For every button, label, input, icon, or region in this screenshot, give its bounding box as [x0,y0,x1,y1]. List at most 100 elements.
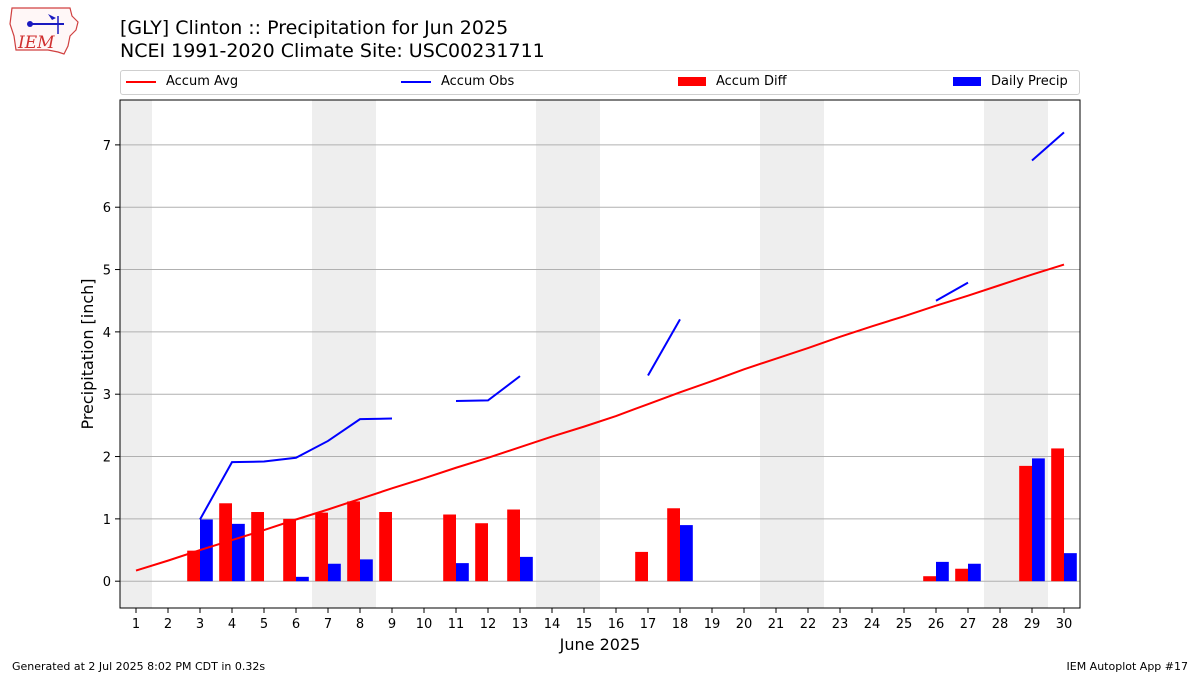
accum-diff-bar [283,518,296,582]
x-tick-label: 27 [960,617,977,632]
accum-diff-bar [923,576,936,582]
weekend-band [568,100,600,608]
accum-obs-line [647,318,681,376]
legend-swatch-accum-avg [126,80,156,83]
weekend-band [984,100,1016,608]
x-tick-label: 3 [196,617,204,632]
y-tick-label: 4 [103,326,111,341]
y-tick-label: 1 [103,513,111,528]
daily-precip-bar [520,556,533,582]
weekend-band [120,100,152,608]
accum-diff-bar [507,509,520,582]
accum-diff-bar [347,501,360,582]
legend-item-daily-precip: Daily Precip [953,74,1068,89]
legend-label-accum-avg: Accum Avg [166,74,239,89]
accum-obs-line [935,281,969,302]
accum-obs-line [1031,131,1065,162]
accum-diff-bar [315,512,328,582]
daily-precip-bar [456,563,469,582]
y-axis-label: Precipitation [inch] [78,278,97,429]
x-tick-label: 16 [608,617,625,632]
x-tick-label: 8 [356,617,364,632]
x-tick-label: 9 [388,617,396,632]
x-tick-label: 10 [416,617,433,632]
x-tick-label: 2 [164,617,172,632]
x-tick-label: 6 [292,617,300,632]
weekend-band [536,100,568,608]
accum-diff-bar [1019,465,1032,582]
accum-avg-line [135,263,1065,572]
chart-title: [GLY] Clinton :: Precipitation for Jun 2… [120,17,509,39]
x-tick-label: 30 [1056,617,1073,632]
legend-label-accum-diff: Accum Diff [716,74,787,89]
accum-diff-bar [443,514,456,582]
iem-logo: IEM [8,6,80,58]
accum-diff-bar [635,551,648,582]
y-tick-label: 6 [103,201,111,216]
x-tick-label: 18 [672,617,689,632]
plot-frame [119,99,1081,609]
daily-precip-bar [1064,553,1077,582]
legend-item-accum-avg: Accum Avg [126,74,238,89]
logo-text: IEM [17,33,55,53]
daily-precip-bar [1032,458,1045,582]
x-tick-label: 25 [896,617,913,632]
accum-diff-bar [667,508,680,582]
accum-obs-line [455,375,521,403]
daily-precip-bar [328,563,341,582]
legend-item-accum-obs: Accum Obs [401,74,514,89]
daily-precip-bar [968,563,981,582]
accum-diff-bar [1051,448,1064,582]
daily-precip-bar [232,523,245,582]
legend: Accum Avg Accum Obs Accum Diff Daily Pre… [120,70,1080,95]
daily-precip-bar [936,561,949,582]
daily-precip-bar [680,525,693,582]
x-tick-label: 22 [800,617,817,632]
accum-diff-bar [251,512,264,582]
accum-diff-bar [955,568,968,582]
x-tick-label: 15 [576,617,593,632]
x-tick-label: 7 [324,617,332,632]
daily-precip-bar [296,576,309,582]
x-tick-label: 28 [992,617,1009,632]
legend-swatch-accum-diff [678,77,706,86]
x-tick-label: 21 [768,617,785,632]
y-tick-label: 5 [103,264,111,279]
x-tick-label: 4 [228,617,236,632]
legend-swatch-accum-obs [401,80,431,83]
legend-swatch-daily-precip [953,77,981,86]
weekend-band [792,100,824,608]
x-tick-label: 5 [260,617,268,632]
accum-diff-bar [475,523,488,582]
x-tick-label: 11 [448,617,465,632]
y-tick-label: 2 [103,451,111,466]
legend-label-accum-obs: Accum Obs [441,74,515,89]
x-axis-label: June 2025 [559,635,641,654]
accum-obs-line [199,417,393,520]
legend-item-accum-diff: Accum Diff [678,74,787,89]
accum-diff-bar [379,512,392,582]
x-tick-label: 23 [832,617,849,632]
footer-app: IEM Autoplot App #17 [1066,660,1189,673]
chart-subtitle: NCEI 1991-2020 Climate Site: USC00231711 [120,40,545,62]
y-tick-label: 7 [103,139,111,154]
x-tick-label: 1 [132,617,140,632]
x-tick-label: 20 [736,617,753,632]
y-tick-label: 0 [103,575,111,590]
x-tick-label: 24 [864,617,881,632]
daily-precip-bar [360,559,373,582]
accum-diff-bar [187,550,200,582]
x-tick-label: 17 [640,617,657,632]
weekend-band [760,100,792,608]
x-tick-label: 14 [544,617,561,632]
footer-generated: Generated at 2 Jul 2025 8:02 PM CDT in 0… [12,660,266,673]
x-tick-label: 29 [1024,617,1041,632]
daily-precip-bar [200,519,213,582]
y-tick-label: 3 [103,388,111,403]
x-tick-label: 13 [512,617,529,632]
x-tick-label: 12 [480,617,497,632]
legend-label-daily-precip: Daily Precip [991,74,1068,89]
x-tick-label: 26 [928,617,945,632]
x-tick-label: 19 [704,617,721,632]
